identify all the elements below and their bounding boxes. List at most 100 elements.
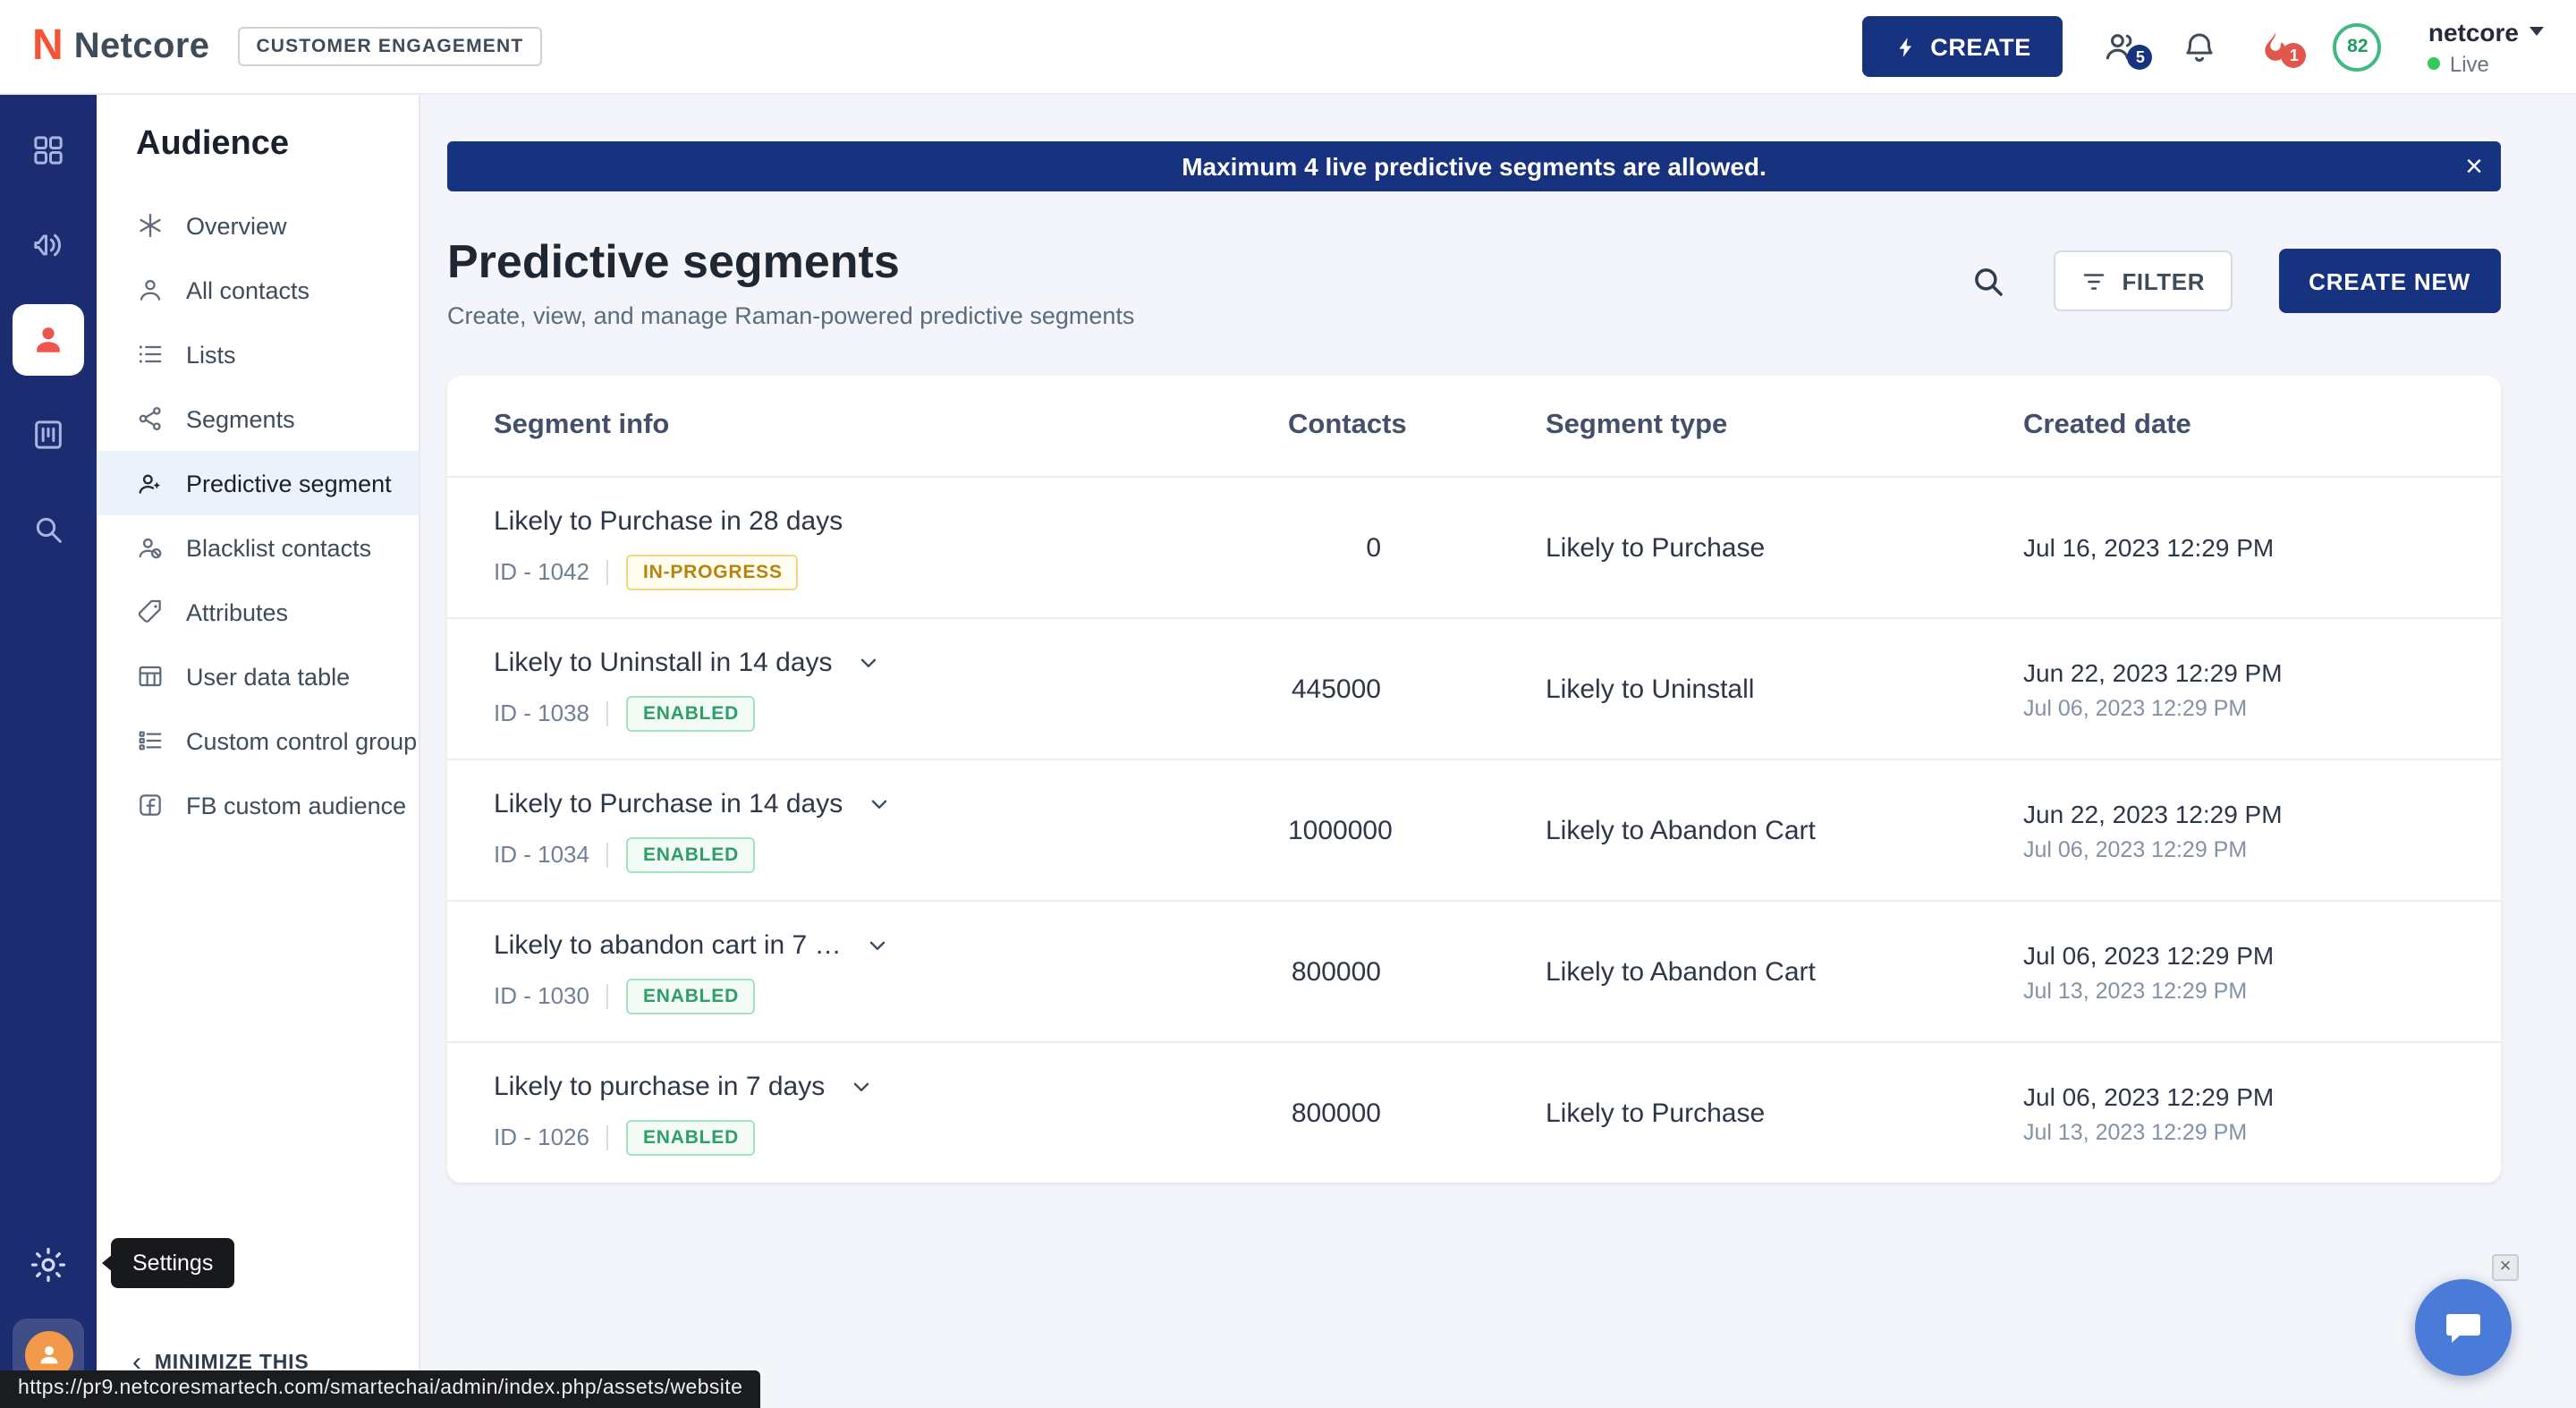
live-status-label: Live — [2449, 51, 2489, 76]
status-badge: ENABLED — [626, 695, 756, 731]
banner-close-button[interactable]: × — [2465, 149, 2483, 183]
divider — [606, 700, 609, 725]
sidebar-item-label: Lists — [186, 341, 236, 368]
account-menu[interactable]: netcore Live — [2428, 17, 2544, 76]
sidebar-item-lists[interactable]: Lists — [97, 322, 419, 386]
sidebar-item-segments[interactable]: Segments — [97, 386, 419, 451]
sidebar-item-all-contacts[interactable]: All contacts — [97, 258, 419, 322]
flame-icon — [2258, 29, 2294, 64]
segment-id: ID - 1026 — [494, 1124, 589, 1150]
table-row[interactable]: Likely to abandon cart in 7 … ID - 1030 … — [447, 900, 2501, 1041]
filter-button[interactable]: FILTER — [2054, 250, 2233, 311]
table-row[interactable]: Likely to Purchase in 28 days ID - 1042 … — [447, 476, 2501, 617]
alert-count-badge: 1 — [2281, 43, 2307, 68]
sidebar-item-fb-custom-audience[interactable]: FB custom audience — [97, 773, 419, 837]
segment-type: Likely to Uninstall — [1546, 674, 1755, 704]
table-row[interactable]: Likely to Uninstall in 14 days ID - 1038… — [447, 617, 2501, 759]
blacklist-icon — [136, 533, 165, 562]
attributes-icon — [136, 598, 165, 626]
chevron-down-icon[interactable] — [858, 650, 881, 674]
contacts-icon — [136, 276, 165, 304]
segment-name: Likely to Uninstall in 14 days — [494, 647, 833, 677]
status-badge: ENABLED — [626, 1119, 756, 1155]
users-icon — [29, 320, 68, 360]
team-members-button[interactable]: 5 — [2103, 27, 2153, 70]
chevron-down-icon — [2529, 27, 2544, 36]
sidebar-item-label: Blacklist contacts — [186, 534, 372, 561]
segments-icon — [136, 404, 165, 433]
rail-item-audience[interactable] — [13, 304, 84, 376]
contacts-count: 800000 — [1291, 1098, 1381, 1128]
updated-date: Jul 06, 2023 12:29 PM — [2023, 836, 2248, 861]
page-subtitle: Create, view, and manage Raman-powered p… — [447, 302, 1135, 329]
filter-button-label: FILTER — [2122, 267, 2206, 294]
bell-icon — [2182, 28, 2219, 65]
page-actions: FILTER CREATE NEW — [1962, 249, 2501, 313]
search-icon — [30, 512, 66, 547]
brand: N Netcore — [32, 21, 210, 70]
page-header: Predictive segments Create, view, and ma… — [447, 234, 2501, 329]
control-group-icon — [136, 726, 165, 755]
status-bar-url: https://pr9.netcoresmartech.com/smartech… — [0, 1370, 761, 1408]
overview-icon — [136, 211, 165, 240]
brand-name: Netcore — [73, 26, 210, 65]
chat-widget-button[interactable]: × — [2415, 1254, 2519, 1376]
minimize-sidebar-button[interactable]: ‹ MINIMIZE THIS — [132, 1349, 309, 1376]
sidebar-item-label: All contacts — [186, 276, 310, 303]
sidebar-item-overview[interactable]: Overview — [97, 193, 419, 258]
account-name: netcore — [2428, 17, 2519, 46]
rail-item-campaigns[interactable] — [13, 209, 84, 281]
contacts-count: 445000 — [1291, 674, 1381, 704]
sidebar-item-label: Attributes — [186, 598, 289, 625]
chat-close-button[interactable]: × — [2492, 1254, 2519, 1281]
search-icon — [1970, 262, 2007, 300]
status-badge: ENABLED — [626, 836, 756, 872]
created-date: Jun 22, 2023 12:29 PM — [2023, 799, 2283, 827]
notifications-button[interactable] — [2182, 28, 2219, 65]
sidebar-item-label: Segments — [186, 405, 295, 432]
contacts-count: 0 — [1366, 532, 1381, 563]
sidebar-item-custom-control-group[interactable]: Custom control group — [97, 708, 419, 773]
sidebar-item-blacklist-contacts[interactable]: Blacklist contacts — [97, 515, 419, 580]
main-content: Maximum 4 live predictive segments are a… — [420, 93, 2576, 1408]
table-row[interactable]: Likely to purchase in 7 days ID - 1026 E… — [447, 1041, 2501, 1183]
sidebar-item-label: Predictive segment — [186, 470, 392, 496]
divider — [606, 559, 609, 584]
limit-banner-text: Maximum 4 live predictive segments are a… — [1182, 152, 1767, 181]
chevron-down-icon[interactable] — [867, 933, 890, 956]
settings-button[interactable] — [16, 1233, 80, 1297]
rail-item-dashboard[interactable] — [13, 115, 84, 186]
search-button[interactable] — [1962, 255, 2014, 307]
chevron-down-icon[interactable] — [868, 792, 891, 815]
limit-banner: Maximum 4 live predictive segments are a… — [447, 141, 2501, 191]
minimize-label: MINIMIZE THIS — [154, 1352, 309, 1373]
divider — [606, 1124, 609, 1149]
sidebar-item-user-data-table[interactable]: User data table — [97, 644, 419, 708]
netcore-logo-icon: N — [32, 21, 64, 70]
facebook-icon — [136, 791, 165, 819]
status-badge: IN-PROGRESS — [626, 554, 799, 589]
updated-date: Jul 06, 2023 12:29 PM — [2023, 695, 2248, 720]
updated-date: Jul 13, 2023 12:29 PM — [2023, 1119, 2248, 1144]
table-row[interactable]: Likely to Purchase in 14 days ID - 1034 … — [447, 759, 2501, 900]
segment-name: Likely to purchase in 7 days — [494, 1071, 826, 1101]
alerts-button[interactable]: 1 — [2258, 29, 2307, 68]
lightning-icon — [1894, 33, 1918, 60]
create-new-button[interactable]: CREATE NEW — [2278, 249, 2501, 313]
filter-icon — [2080, 267, 2107, 294]
sidebar-item-predictive-segment[interactable]: Predictive segment — [97, 451, 419, 515]
segment-type: Likely to Purchase — [1546, 1098, 1766, 1128]
chevron-down-icon[interactable] — [850, 1074, 873, 1098]
created-date: Jul 06, 2023 12:29 PM — [2023, 940, 2275, 969]
sidebar-item-attributes[interactable]: Attributes — [97, 580, 419, 644]
settings-tooltip: Settings — [101, 1238, 235, 1288]
column-header-created-date: Created date — [2023, 410, 2191, 440]
create-button[interactable]: CREATE — [1862, 16, 2063, 77]
rail-item-search[interactable] — [13, 494, 84, 565]
sidebar-item-label: Custom control group — [186, 727, 418, 754]
rail-item-reports[interactable] — [13, 399, 84, 471]
health-score-badge[interactable]: 82 — [2333, 22, 2382, 71]
segment-name: Likely to Purchase in 14 days — [494, 788, 843, 819]
segment-name: Likely to Purchase in 28 days — [494, 505, 843, 536]
